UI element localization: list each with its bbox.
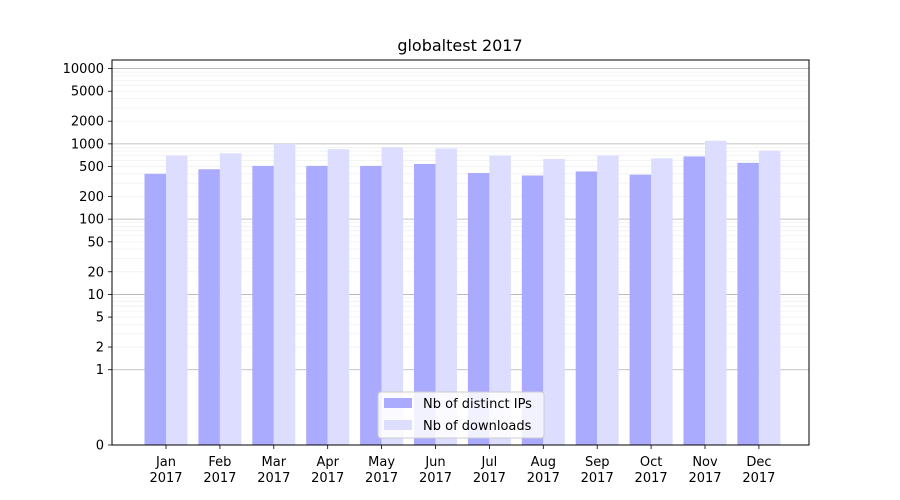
x-tick-label: Mar 2017 — [257, 455, 290, 486]
bar-distinct-ips — [683, 156, 705, 445]
legend-label-downloads: Nb of downloads — [423, 419, 532, 434]
y-tick-label: 0 — [96, 439, 104, 454]
bar-downloads — [166, 155, 188, 445]
x-tick-label: May 2017 — [365, 455, 398, 486]
x-tick-label: Nov 2017 — [688, 455, 721, 486]
bar-downloads — [219, 153, 242, 445]
y-tick-label: 1 — [96, 363, 104, 378]
plot-area-frame — [111, 59, 810, 446]
y-tick-label: 1000 — [71, 137, 104, 152]
x-tick-label: Jun 2017 — [419, 455, 452, 486]
bars — [144, 140, 781, 446]
x-tick-label: Sep 2017 — [581, 455, 614, 486]
bar-downloads — [651, 158, 673, 445]
x-tick-label: Jul 2017 — [473, 455, 506, 486]
bar-distinct-ips — [629, 174, 652, 445]
bar-downloads — [273, 143, 296, 445]
y-tick-label: 100 — [79, 213, 104, 228]
bar-downloads — [489, 155, 511, 445]
y-tick-label: 2 — [96, 341, 104, 356]
bar-distinct-ips — [252, 165, 274, 445]
bar-distinct-ips — [737, 162, 759, 446]
x-tick-label: Aug 2017 — [527, 455, 560, 486]
y-tick-label: 200 — [79, 190, 104, 205]
bar-downloads — [543, 158, 565, 445]
y-tick-label: 2000 — [71, 115, 104, 130]
x-tick-label: Oct 2017 — [635, 455, 668, 486]
bar-distinct-ips — [521, 175, 544, 446]
bar-distinct-ips — [414, 164, 436, 445]
x-tick-label: Apr 2017 — [311, 455, 344, 486]
x-axis-ticks: Jan 2017 Feb 2017 Mar 2017 Apr 2017 May 2017 Jun 20… — [149, 445, 775, 486]
bar-distinct-ips — [306, 165, 328, 445]
legend-swatch-downloads — [384, 420, 412, 430]
y-axis-ticks: 0 1 2 5 10 20 50 100 200 500 1000 2000 5000 10000 — [63, 62, 112, 454]
y-tick-label: 5000 — [71, 85, 104, 100]
bar-downloads — [758, 150, 781, 445]
y-tick-label: 5 — [96, 311, 104, 326]
legend: Nb of distinct IPs Nb of downloads — [377, 391, 545, 439]
chart-title: globaltest 2017 — [397, 36, 522, 55]
y-tick-label: 10 — [87, 288, 104, 303]
bar-distinct-ips — [360, 165, 382, 445]
bar-distinct-ips — [198, 169, 220, 445]
bar-downloads — [327, 149, 350, 445]
y-tick-label: 50 — [87, 235, 104, 250]
y-tick-label: 10000 — [63, 62, 104, 77]
y-tick-label: 20 — [87, 265, 104, 280]
bar-downloads — [435, 148, 457, 445]
legend-label-ips: Nb of distinct IPs — [423, 397, 532, 412]
bar-distinct-ips — [144, 173, 166, 446]
bar-distinct-ips — [467, 173, 490, 445]
y-tick-label: 500 — [79, 160, 104, 175]
bar-downloads — [597, 155, 619, 445]
x-tick-label: Feb 2017 — [203, 455, 236, 486]
x-tick-label: Jan 2017 — [149, 455, 182, 486]
bar-downloads — [381, 147, 404, 445]
bar-downloads — [705, 140, 727, 445]
legend-swatch-ips — [384, 398, 412, 408]
legend-frame — [377, 391, 545, 439]
bar-distinct-ips — [575, 171, 598, 446]
x-tick-label: Dec 2017 — [742, 455, 775, 486]
